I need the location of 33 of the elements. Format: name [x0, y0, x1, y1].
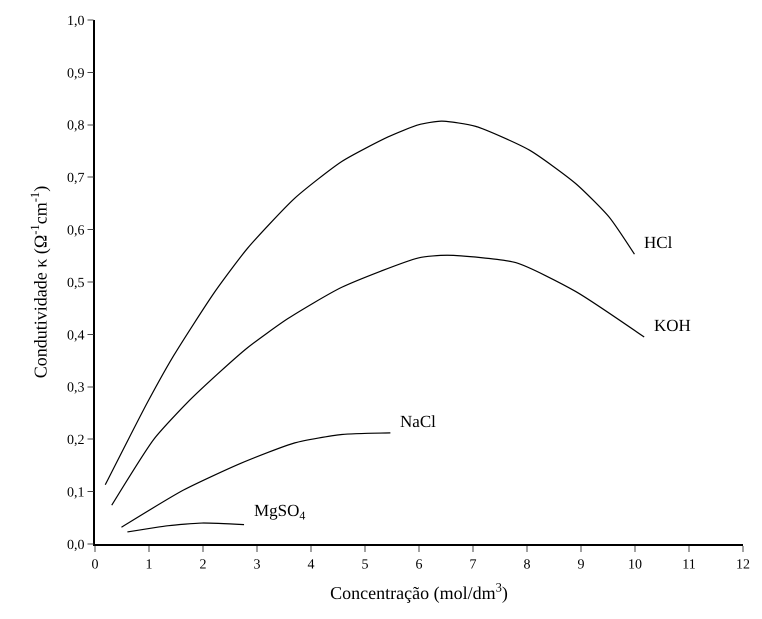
series-label: HCl — [644, 233, 673, 252]
y-tick-label: 1,0 — [66, 14, 84, 29]
series-label: KOH — [654, 316, 691, 335]
line-series — [104, 120, 636, 486]
x-tick-label: 2 — [200, 558, 206, 573]
line-series — [120, 432, 391, 528]
x-tick-label: 9 — [578, 558, 584, 573]
x-tick-label: 10 — [628, 558, 642, 573]
y-tick-label: 0,1 — [66, 486, 84, 500]
x-tick-label: 1 — [146, 558, 152, 573]
y-tick-label: 0,9 — [66, 66, 84, 82]
x-tick-label: 3 — [254, 558, 260, 573]
y-tick-label: 0,6 — [66, 224, 84, 238]
x-tick-label: 4 — [308, 558, 314, 573]
y-tick-label: 0,7 — [66, 171, 84, 186]
x-tick-label: 5 — [362, 558, 368, 573]
line-series — [126, 522, 245, 533]
x-tick-label: 8 — [524, 558, 530, 573]
line-series — [111, 254, 645, 506]
x-axis-title: Concentração (mol/dm$^{3}$) — [330, 580, 508, 604]
x-tick-label: 6 — [416, 558, 422, 573]
y-tick-label: 0,4 — [66, 328, 84, 344]
x-tick-label: 11 — [682, 558, 696, 573]
y-tick-label: 0,2 — [66, 433, 84, 448]
y-tick-label: 0,3 — [66, 380, 84, 396]
series-label: MgSO$_{4}$ — [254, 501, 306, 523]
x-tick-label: 0 — [92, 558, 98, 573]
y-tick-label: 0,0 — [66, 538, 84, 553]
series-label: NaCl — [400, 412, 436, 431]
x-tick-label: 12 — [736, 558, 750, 573]
y-tick-label: 0,8 — [66, 118, 84, 134]
y-tick-label: 0,5 — [66, 276, 84, 291]
x-tick-label: 7 — [470, 558, 476, 573]
